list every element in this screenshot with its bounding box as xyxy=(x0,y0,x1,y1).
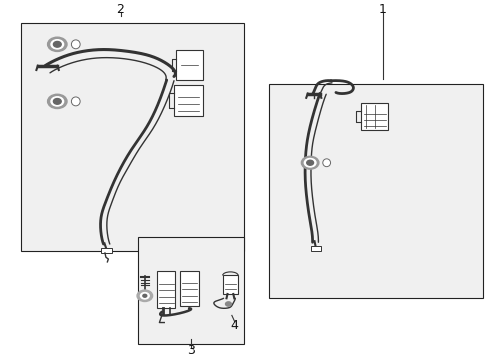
Circle shape xyxy=(301,156,318,169)
Bar xyxy=(268,84,482,298)
Bar xyxy=(21,23,244,251)
Circle shape xyxy=(142,294,146,297)
Circle shape xyxy=(53,99,61,104)
Circle shape xyxy=(140,293,149,299)
Bar xyxy=(157,271,175,308)
Text: 2: 2 xyxy=(116,3,124,16)
Circle shape xyxy=(51,97,63,106)
Bar xyxy=(310,246,321,251)
Circle shape xyxy=(304,158,315,167)
Bar xyxy=(180,271,199,306)
Circle shape xyxy=(47,37,67,51)
Text: 4: 4 xyxy=(230,319,238,332)
Bar xyxy=(176,50,203,80)
Bar xyxy=(137,237,244,344)
Circle shape xyxy=(306,160,313,165)
Bar xyxy=(222,275,238,294)
Circle shape xyxy=(47,94,67,108)
Ellipse shape xyxy=(322,159,330,167)
Circle shape xyxy=(225,302,231,306)
Circle shape xyxy=(53,41,61,47)
Ellipse shape xyxy=(71,40,80,49)
Text: 1: 1 xyxy=(378,3,386,16)
Circle shape xyxy=(51,40,63,49)
Ellipse shape xyxy=(71,97,80,106)
Text: 3: 3 xyxy=(187,344,195,357)
Bar xyxy=(101,248,112,253)
Bar xyxy=(361,103,387,130)
Circle shape xyxy=(137,290,152,301)
Bar xyxy=(174,85,203,116)
